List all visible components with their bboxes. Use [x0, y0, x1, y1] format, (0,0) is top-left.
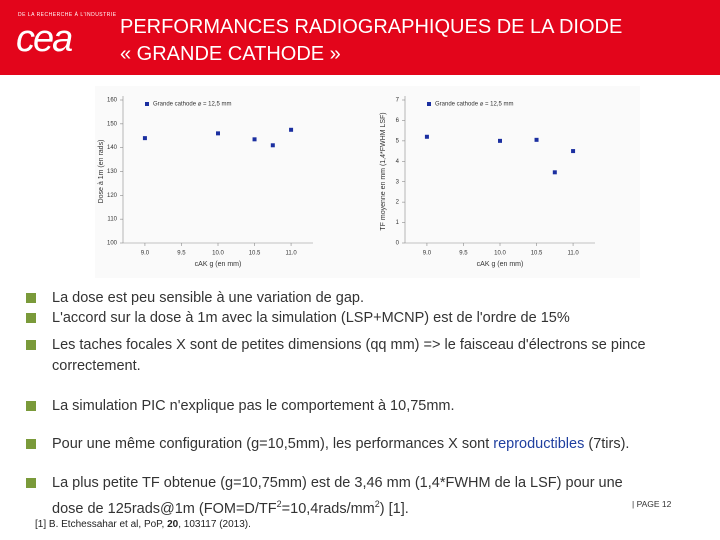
x-tick-label: 9.0	[423, 251, 432, 257]
y-tick-label: 0	[396, 241, 400, 247]
bullet: La simulation PIC n'explique pas le comp…	[26, 396, 702, 417]
y-tick-label: 160	[107, 98, 118, 104]
y-tick-label: 5	[396, 138, 400, 144]
point	[552, 170, 557, 175]
bullet: L'accord sur la dose à 1m avec la simula…	[26, 308, 702, 329]
text: [1] B. Etchessahar et al, PoP,	[35, 519, 168, 530]
y-tick-label: 100	[107, 241, 118, 247]
y-tick-label: 140	[107, 145, 118, 151]
link-text: reproductibles	[493, 436, 585, 452]
y-tick-label: 130	[107, 169, 118, 175]
y-tick-label: 4	[396, 159, 400, 165]
point	[571, 149, 576, 154]
text: ) [1].	[379, 500, 409, 517]
superscript: 2	[276, 499, 282, 509]
x-axis-label: cAK g (en mm)	[477, 261, 524, 268]
y-axis-label: TF moyenne en mm (1,4*FWHM LSF)	[380, 112, 387, 230]
point	[289, 127, 294, 132]
x-tick-label: 11.0	[567, 251, 579, 257]
legend-swatch	[427, 102, 431, 106]
title: PERFORMANCES RADIOGRAPHIQUES DE LA DIODE…	[120, 14, 622, 68]
x-tick-label: 9.0	[141, 251, 150, 257]
text: La dose est peu sensible à une variation…	[52, 290, 364, 306]
bullet: La plus petite TF obtenue (g=10,75mm) es…	[26, 473, 652, 520]
x-tick-label: 10.5	[249, 251, 261, 257]
text: , 103117 (2013).	[178, 519, 251, 530]
y-axis-label: Dose à 1m (en rads)	[98, 140, 105, 204]
text: La simulation PIC n'explique pas le comp…	[52, 398, 455, 414]
bold-text: 20	[167, 519, 179, 530]
x-axis-label: cAK g (en mm)	[195, 261, 242, 268]
legend-label: Grande cathode ⌀ = 12,5 mm	[435, 102, 514, 108]
header: DE LA RECHERCHE À L'INDUSTRIE cea PERFOR…	[0, 0, 720, 75]
logo: cea	[16, 18, 73, 60]
logo-tagline: DE LA RECHERCHE À L'INDUSTRIE	[18, 12, 117, 18]
y-tick-label: 6	[396, 118, 400, 124]
x-tick-label: 10.0	[494, 251, 506, 257]
text: Les taches focales X sont de petites dim…	[52, 337, 646, 374]
point	[216, 131, 220, 136]
x-tick-label: 11.0	[285, 251, 297, 257]
text: =10,4rads/mm	[281, 500, 375, 517]
superscript: 2	[374, 499, 380, 509]
point	[142, 136, 147, 141]
point	[424, 134, 429, 139]
point	[534, 137, 539, 142]
point	[498, 138, 502, 143]
text: Pour une même configuration (g=10,5mm), …	[52, 436, 494, 452]
y-tick-label: 120	[107, 193, 118, 199]
x-tick-label: 9.5	[177, 251, 186, 257]
x-tick-label: 9.5	[459, 251, 468, 257]
x-tick-label: 10.0	[212, 251, 224, 257]
y-tick-label: 150	[107, 121, 118, 127]
legend-label: Grande cathode ⌀ = 12,5 mm	[153, 102, 232, 108]
text: L'accord sur la dose à 1m avec la simula…	[52, 310, 570, 326]
text: (7tirs).	[584, 436, 630, 452]
point	[270, 143, 275, 148]
y-tick-label: 2	[396, 200, 400, 206]
text: La plus petite TF obtenue (g=10,75mm) es…	[52, 475, 623, 517]
x-tick-label: 10.5	[531, 251, 543, 257]
y-tick-label: 3	[396, 179, 400, 185]
y-tick-label: 110	[107, 217, 117, 223]
legend-swatch	[145, 102, 149, 106]
title-line: PERFORMANCES RADIOGRAPHIQUES DE LA DIODE	[120, 16, 623, 38]
bullet: Pour une même configuration (g=10,5mm), …	[26, 434, 702, 455]
y-tick-label: 1	[396, 220, 400, 226]
bullet: La dose est peu sensible à une variation…	[26, 288, 702, 309]
chart-background	[95, 86, 640, 278]
bullet: Les taches focales X sont de petites dim…	[26, 335, 702, 377]
point	[252, 137, 257, 142]
title-line: « GRANDE CATHODE »	[120, 43, 341, 65]
footnote: [1] B. Etchessahar et al, PoP, 20, 10311…	[35, 519, 251, 530]
page-number: | PAGE 12	[632, 499, 672, 509]
y-tick-label: 7	[396, 98, 400, 104]
